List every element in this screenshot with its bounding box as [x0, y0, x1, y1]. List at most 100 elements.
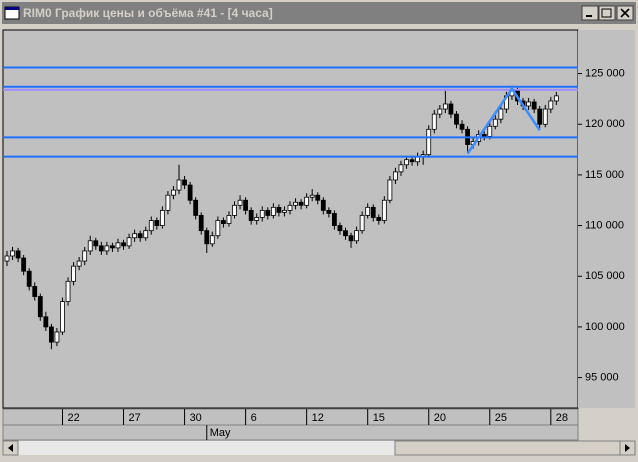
- minimize-button[interactable]: [581, 5, 599, 21]
- candle-body: [282, 209, 287, 213]
- candle-body: [437, 108, 443, 115]
- candle-body: [126, 237, 132, 247]
- candle-body: [60, 301, 65, 333]
- candle-body: [320, 199, 326, 211]
- candle-body: [115, 242, 121, 249]
- candle-body: [553, 95, 559, 102]
- candle-body: [71, 265, 76, 282]
- candle-body: [154, 220, 160, 226]
- candle-body: [492, 118, 498, 127]
- candle-body: [331, 213, 337, 226]
- candle-body: [76, 260, 82, 267]
- close-button[interactable]: [616, 5, 634, 21]
- y-tick-label: 95 000: [585, 372, 619, 384]
- x-tick-label: 22: [67, 412, 79, 424]
- candle-body: [526, 101, 532, 107]
- candle-body: [348, 235, 354, 242]
- x-tick-label: 25: [495, 412, 507, 424]
- candle-body: [376, 217, 382, 221]
- candle-body: [165, 194, 171, 211]
- x-tick-label: 15: [373, 412, 385, 424]
- candle-body: [10, 250, 15, 257]
- candle-body: [309, 194, 315, 198]
- y-tick-label: 115 000: [585, 169, 624, 181]
- candle-body: [531, 101, 537, 110]
- candle-body: [65, 280, 71, 302]
- candle-body: [393, 171, 398, 181]
- candle-body: [26, 270, 32, 287]
- candle-body: [215, 220, 221, 237]
- plot-area: [2, 29, 579, 409]
- y-tick-label: 105 000: [585, 270, 625, 282]
- candle-body: [209, 235, 215, 245]
- candle-body: [498, 108, 504, 120]
- candle-body: [37, 296, 43, 318]
- candle-body: [159, 209, 165, 226]
- candle-body: [43, 316, 49, 328]
- title-bar: [2, 2, 636, 24]
- candle-body: [48, 326, 54, 343]
- candle-body: [370, 206, 376, 218]
- candle-body: [326, 209, 332, 214]
- maximize-button[interactable]: [598, 5, 616, 21]
- candle-body: [387, 179, 393, 201]
- candle-body: [93, 240, 99, 247]
- candle-body: [132, 233, 138, 239]
- candle-body: [254, 217, 260, 221]
- x-axis-area-2: [2, 424, 579, 441]
- candle-body: [204, 230, 210, 245]
- candle-body: [82, 250, 88, 262]
- y-tick-label: 100 000: [585, 321, 625, 333]
- candle-body: [237, 199, 243, 206]
- candle-body: [226, 215, 232, 224]
- candle-body: [137, 233, 143, 239]
- candle-body: [87, 240, 93, 252]
- x-tick-label: 6: [251, 412, 257, 424]
- candle-body: [259, 209, 265, 218]
- candle-body: [315, 194, 321, 201]
- x-tick-label: 27: [129, 412, 141, 424]
- candle-body: [187, 184, 193, 201]
- candle-body: [110, 245, 115, 249]
- candle-body: [104, 245, 110, 252]
- x-tick-label: 20: [434, 412, 446, 424]
- candle-body: [276, 206, 282, 213]
- candle-body: [32, 285, 38, 297]
- candle-body: [21, 257, 27, 272]
- app-icon: [4, 6, 20, 20]
- candle-body: [198, 215, 204, 232]
- candle-body: [232, 204, 237, 216]
- x-tick-label: May: [210, 427, 231, 439]
- x-tick-label: 28: [556, 412, 568, 424]
- y-axis-area: [578, 30, 635, 408]
- candle-body: [143, 230, 149, 239]
- scrollbar[interactable]: [2, 440, 636, 456]
- candle-body: [431, 113, 437, 130]
- candle-body: [454, 113, 459, 125]
- candle-body: [548, 100, 554, 110]
- candle-body: [287, 204, 293, 211]
- candle-body: [171, 189, 176, 196]
- x-axis-area: [2, 408, 579, 426]
- candle-body: [148, 220, 154, 232]
- candle-body: [381, 199, 387, 221]
- candle-body: [304, 196, 310, 206]
- candle-body: [359, 215, 365, 232]
- y-tick-label: 110 000: [585, 219, 624, 231]
- y-tick-label: 125 000: [585, 67, 625, 79]
- candle-body: [404, 159, 409, 166]
- candle-body: [442, 103, 448, 110]
- candle-body: [298, 201, 304, 206]
- candle-body: [487, 125, 493, 137]
- x-tick-label: 12: [312, 412, 324, 424]
- trend-line: [466, 86, 541, 155]
- candle-body: [182, 179, 187, 186]
- candle-body: [270, 206, 276, 216]
- candle-body: [248, 209, 254, 221]
- y-tick-label: 120 000: [585, 118, 625, 130]
- candle-body: [448, 103, 454, 115]
- candle-body: [542, 108, 548, 125]
- candle-body: [15, 250, 21, 259]
- candle-body: [293, 201, 298, 206]
